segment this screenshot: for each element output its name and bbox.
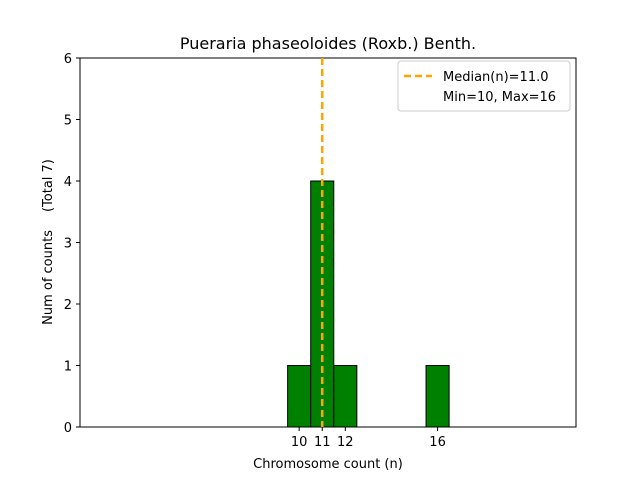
y-tick-label-0: 0 [64,421,72,436]
y-tick-label-1: 1 [64,360,72,375]
y-tick-label-4: 4 [64,175,72,190]
y-tick-label-6: 6 [64,52,72,67]
bar-12 [333,365,358,428]
legend-frame [397,60,571,112]
y-axis-label-text: Num of counts (Total 7) [41,159,56,325]
y-tick-label-3: 3 [64,237,72,252]
x-tick-label-16: 16 [429,435,446,450]
x-axis-label: Chromosome count (n) [253,457,403,472]
y-axis-label: Num of counts (Total 7) [41,159,56,325]
legend-median-label: Median(n)=11.0 [443,70,549,85]
legend: Median(n)=11.0 Min=10, Max=16 [397,60,571,112]
x-tick-label-10: 10 [291,435,308,450]
x-tick-label-11: 11 [314,435,331,450]
y-axis-label-total: (Total 7) [41,159,56,212]
bar-10 [287,365,312,428]
y-tick-label-5: 5 [64,114,72,129]
y-axis-label-main: Num of counts [41,230,56,325]
chart-title: Pueraria phaseoloides (Roxb.) Benth. [180,34,476,53]
bar-16 [425,365,450,428]
legend-minmax-label: Min=10, Max=16 [443,90,556,105]
y-tick-label-2: 2 [64,298,72,313]
x-tick-label-12: 12 [337,435,354,450]
